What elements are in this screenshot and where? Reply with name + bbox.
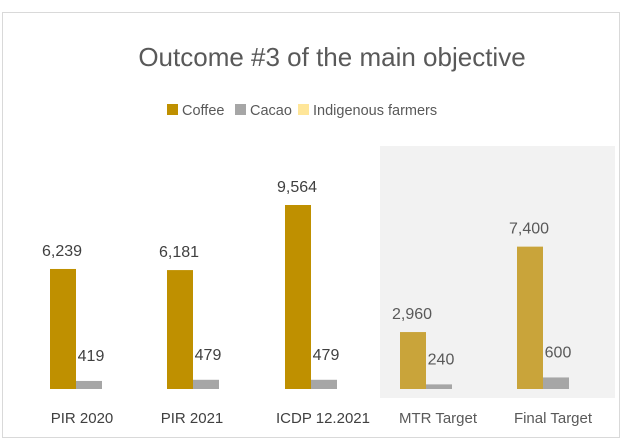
bar-coffee-final-target xyxy=(517,246,543,389)
legend-label-coffee: Coffee xyxy=(182,103,224,119)
chart-legend: Coffee Cacao Indigenous farmers xyxy=(167,103,437,119)
data-label-coffee-mtr-target: 2,960 xyxy=(392,306,432,323)
chart-title: Outcome #3 of the main objective xyxy=(138,42,525,72)
data-label-cacao-mtr-target: 240 xyxy=(428,351,455,368)
bar-coffee-mtr-target xyxy=(400,332,426,389)
bar-cacao-mtr-target xyxy=(426,384,452,389)
x-tick-label-pir-2021: PIR 2021 xyxy=(161,410,224,427)
legend-label-cacao: Cacao xyxy=(250,103,292,119)
data-label-coffee-icdp-12-2021: 9,564 xyxy=(277,179,317,196)
bar-coffee-pir-2021 xyxy=(167,270,193,389)
data-label-cacao-final-target: 600 xyxy=(545,344,572,361)
data-label-cacao-pir-2020: 419 xyxy=(78,348,105,365)
data-label-cacao-icdp-12-2021: 479 xyxy=(313,347,340,364)
data-label-coffee-pir-2020: 6,239 xyxy=(42,243,82,260)
bar-coffee-pir-2020 xyxy=(50,268,76,389)
chart-plot-area: 6,239 419 PIR 2020 6,181 479 PIR 2021 9,564 479… xyxy=(42,179,593,427)
data-label-coffee-final-target: 7,400 xyxy=(509,221,549,238)
legend-swatch-indigenous-farmers xyxy=(298,104,309,115)
bar-cacao-final-target xyxy=(543,377,569,389)
legend-swatch-cacao xyxy=(235,104,246,115)
legend-label-indigenous-farmers: Indigenous farmers xyxy=(313,103,437,119)
bar-coffee-icdp-12-2021 xyxy=(285,205,311,389)
x-tick-label-pir-2020: PIR 2020 xyxy=(51,410,114,427)
x-tick-label-mtr-target: MTR Target xyxy=(399,410,478,427)
legend-swatch-coffee xyxy=(167,104,178,115)
x-tick-label-icdp-12-2021: ICDP 12.2021 xyxy=(276,410,370,427)
bar-cacao-pir-2021 xyxy=(193,379,219,389)
x-tick-label-final-target: Final Target xyxy=(514,410,593,427)
bar-cacao-icdp-12-2021 xyxy=(311,379,337,389)
data-label-coffee-pir-2021: 6,181 xyxy=(159,244,199,261)
data-label-cacao-pir-2021: 479 xyxy=(195,347,222,364)
bar-cacao-pir-2020 xyxy=(76,380,102,389)
